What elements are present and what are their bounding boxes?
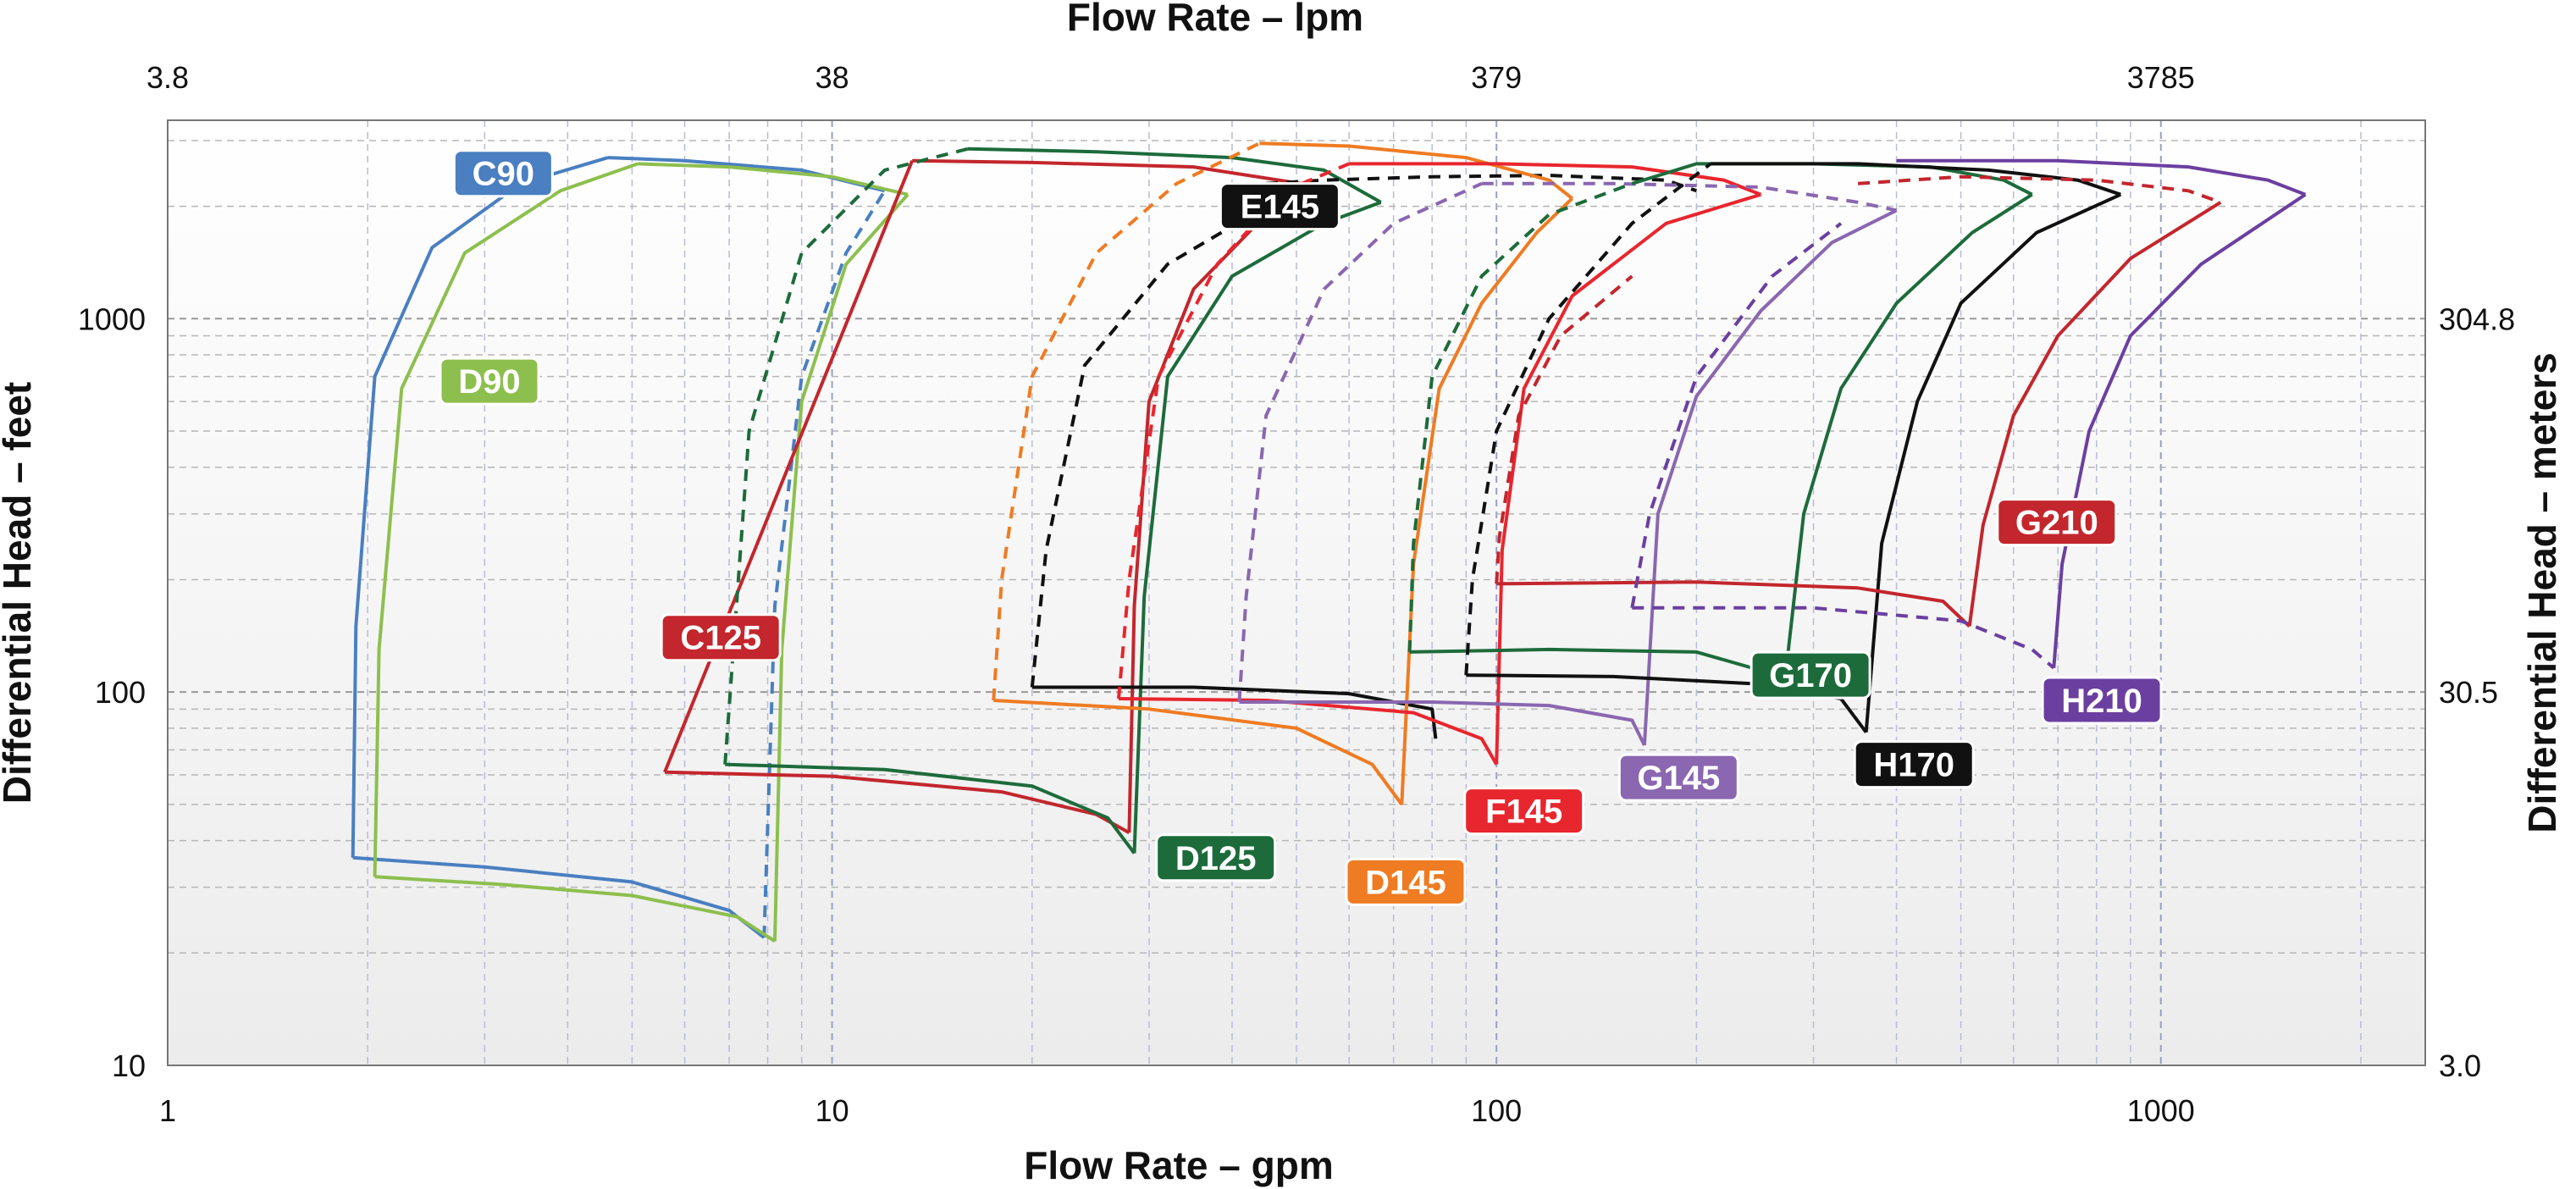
series-g210-bottom	[1496, 580, 1971, 628]
series-g145-right	[1642, 208, 1898, 746]
series-c125-top	[912, 158, 1324, 189]
series-h210-right	[2052, 193, 2307, 668]
series-f145-left-dash	[1117, 162, 1350, 700]
series-label-text: H170	[1873, 747, 1954, 784]
series-g145-left-dash	[1237, 181, 1483, 703]
series-h170-top	[1711, 162, 2121, 196]
series-label-text: C90	[473, 156, 534, 193]
series-d90	[373, 162, 909, 943]
series-label-box	[1617, 753, 1739, 802]
x2-tick-label: 3785	[2127, 60, 2195, 95]
series-label-text: H210	[2061, 683, 2142, 720]
series-h210	[1630, 158, 2307, 670]
series-label-text: F145	[1485, 794, 1562, 831]
series-f145-bottom	[1118, 697, 1498, 766]
series-label-text: D125	[1175, 840, 1257, 877]
series-d90-line	[373, 162, 638, 877]
series-label-box	[1750, 650, 1871, 700]
series-label-g145: G145	[1617, 753, 1739, 802]
plot-frame	[167, 119, 2426, 1066]
series-label-text: G210	[2015, 505, 2098, 542]
series-h210-left-dash	[1630, 222, 1843, 609]
series-label-d145: D145	[1345, 857, 1467, 906]
x2-tick-label: 379	[1471, 60, 1522, 95]
y2-tick-label: 30.5	[2439, 675, 2498, 710]
series-label-box	[660, 613, 782, 662]
series-label-g210: G210	[1996, 498, 2118, 547]
plot-background	[168, 120, 2425, 1065]
series-g170-right	[1781, 193, 2033, 698]
series-d145-top	[1259, 141, 1573, 200]
series-label-box	[2041, 676, 2163, 725]
series-label-d125: D125	[1155, 833, 1277, 882]
series-label-box	[1996, 498, 2118, 547]
x2-tick-label: 38	[815, 60, 849, 95]
y-axis-title: Differential Head – feet	[0, 382, 39, 804]
series-g145-top-dash	[1481, 181, 1898, 213]
series-label-c125: C125	[660, 613, 782, 662]
series-label-text: D145	[1365, 864, 1446, 901]
x-tick-label: 10	[815, 1093, 849, 1128]
series-label-box	[452, 149, 554, 198]
series-g210-left-dash	[1495, 274, 1633, 584]
series-g210	[1495, 174, 2222, 628]
y-tick-label: 100	[95, 675, 146, 710]
x-tick-label: 100	[1471, 1093, 1522, 1128]
series-label-box	[1463, 787, 1585, 836]
series-label-text: G170	[1769, 657, 1852, 694]
series-label-box	[1155, 833, 1277, 882]
series-label-text: E145	[1241, 189, 1319, 226]
series-c125-bottom	[664, 770, 1130, 834]
series-label-box	[1219, 182, 1341, 231]
series-f145-right	[1495, 192, 1761, 765]
series-h210-top	[1896, 158, 2307, 196]
series-label-text: D90	[458, 363, 520, 401]
series-h170-left-dash	[1464, 162, 1712, 676]
series-g210-right	[1967, 201, 2222, 627]
series-label-h170: H170	[1853, 740, 1975, 789]
series-e145-top-dash	[1265, 174, 1698, 193]
series-g145	[1237, 181, 1898, 746]
series-e145-left-dash	[1030, 181, 1325, 688]
series-label-box	[1345, 857, 1467, 906]
label-layer: C90 D90 C125 D125 E145 D145 F145 G145 G170 H170 G2…	[439, 149, 2163, 906]
x2-axis-title: Flow Rate – lpm	[1067, 0, 1363, 39]
series-label-h210: H210	[2041, 676, 2163, 725]
series-g145-bottom	[1239, 700, 1646, 746]
series-h170-right	[1864, 192, 2122, 733]
series-d125-bottom	[725, 762, 1136, 854]
series-c125-line	[663, 159, 915, 773]
series-d145-bottom	[993, 699, 1403, 806]
series-label-c90: C90	[452, 149, 554, 198]
x-tick-label: 1000	[2127, 1093, 2195, 1128]
y-tick-label: 1000	[78, 301, 146, 336]
series-d90-right	[773, 193, 909, 942]
series-label-f145: F145	[1463, 787, 1585, 836]
series-label-text: G145	[1637, 760, 1720, 797]
y2-axis-title: Differential Head – meters	[2520, 352, 2564, 833]
series-d90-bottom	[374, 875, 777, 943]
series-h210-bottom-dash	[1632, 606, 2055, 670]
x-axis-title: Flow Rate – gpm	[1024, 1143, 1333, 1187]
y2-tick-label: 3.0	[2439, 1048, 2481, 1083]
series-label-e145: E145	[1219, 182, 1341, 231]
series-label-box	[1853, 740, 1975, 789]
series-label-d90: D90	[439, 357, 540, 406]
series-label-box	[439, 357, 540, 406]
series-label-text: C125	[680, 620, 761, 657]
series-c90-right-dash	[762, 190, 887, 938]
y2-tick-label: 304.8	[2439, 301, 2515, 336]
series-d145-left-dash	[992, 141, 1261, 701]
x-tick-label: 1	[159, 1093, 176, 1128]
y-tick-label: 10	[112, 1048, 146, 1083]
series-label-g170: G170	[1750, 650, 1871, 700]
tick-layer: 1 10 100 1000 3.8 38 379 3785 10 100 1000 3.0 30.5 30…	[78, 60, 2515, 1128]
x2-tick-label: 3.8	[146, 60, 189, 95]
series-g170-left-dash	[1407, 181, 1633, 652]
series-g210-top-dash	[1857, 174, 2221, 204]
